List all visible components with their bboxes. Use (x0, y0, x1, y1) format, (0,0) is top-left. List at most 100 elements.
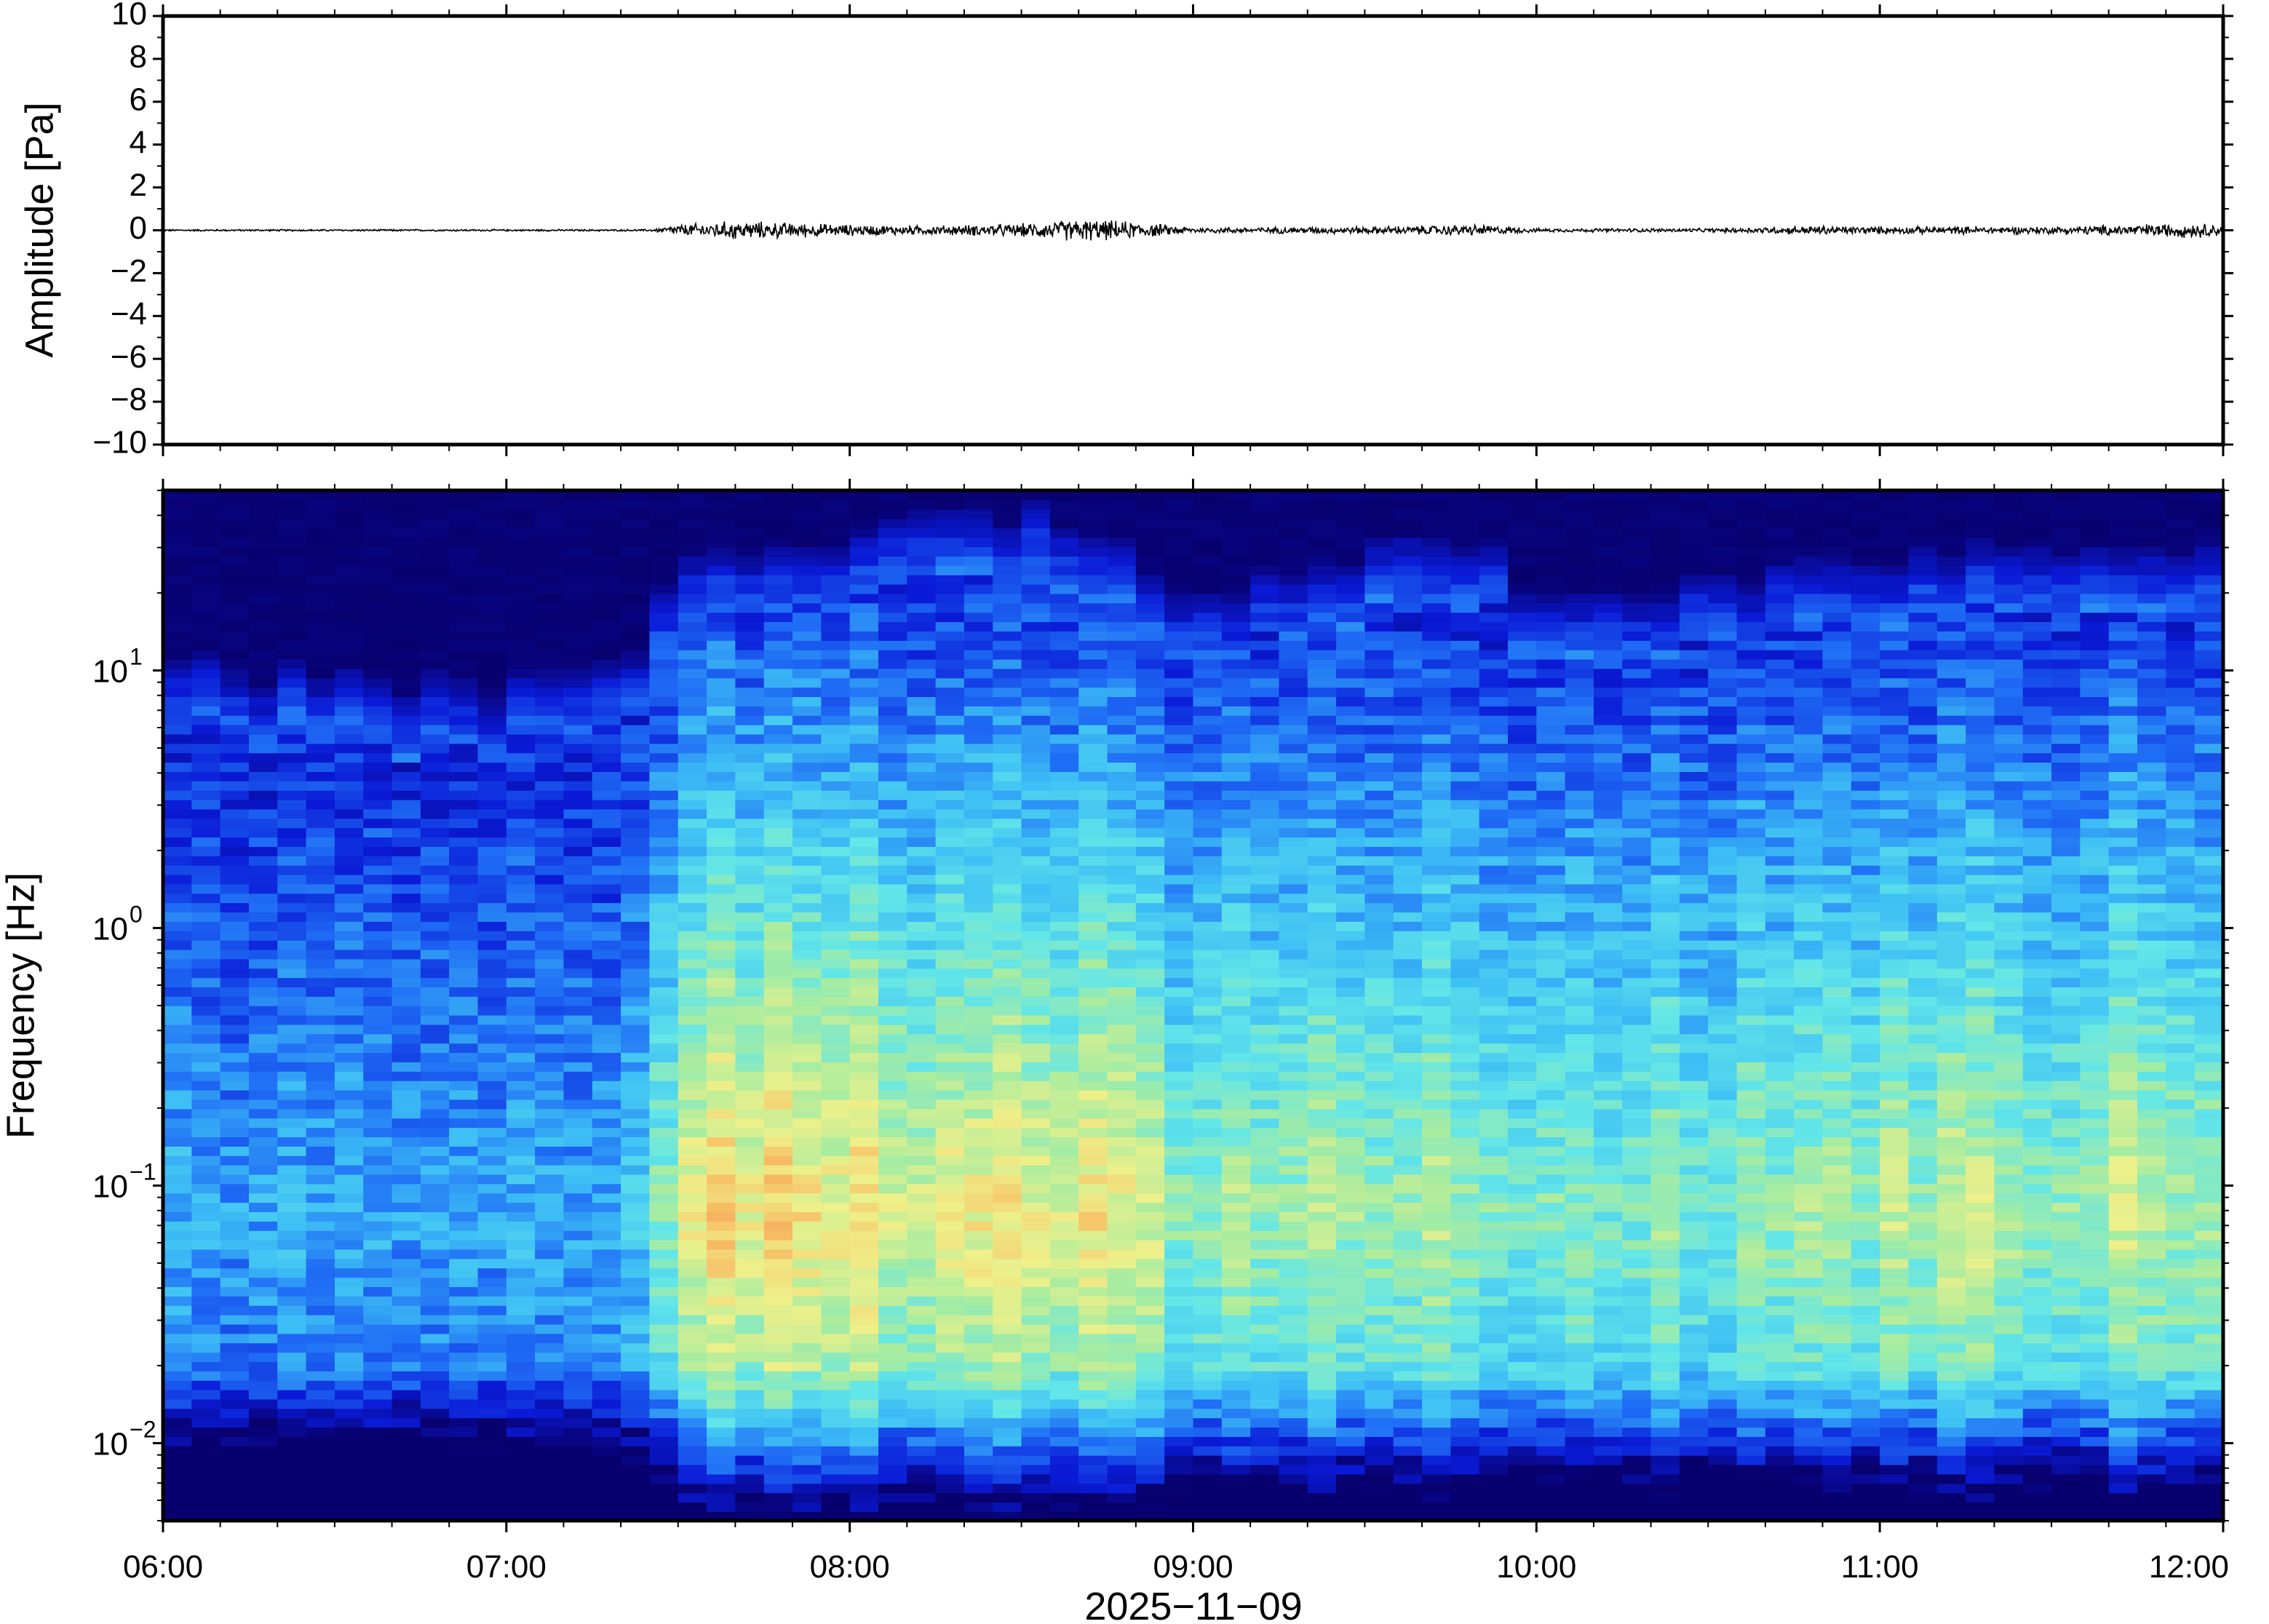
spectrogram-cell (1307, 921, 1337, 931)
spectrogram-cell (334, 574, 365, 585)
spectrogram-cell (1021, 528, 1051, 538)
spectrogram-cell (277, 912, 307, 922)
spectrogram-cell (1336, 1108, 1366, 1119)
spectrogram-cell (907, 1333, 937, 1344)
spectrogram-cell (477, 818, 507, 829)
spectrogram-cell (1049, 1174, 1080, 1185)
spectrogram-cell (563, 640, 593, 650)
spectrogram-cell (1364, 864, 1394, 875)
spectrogram-cell (535, 1296, 565, 1306)
spectrogram-cell (878, 1408, 908, 1419)
waveform-ytick-label: −2 (111, 253, 147, 289)
spectrogram-cell (191, 715, 221, 725)
spectrogram-cell (878, 1006, 908, 1016)
spectrogram-cell (1135, 537, 1165, 548)
spectrogram-cell (1221, 1155, 1251, 1166)
spectrogram-cell (1164, 1202, 1194, 1212)
spectrogram-cell (1107, 987, 1137, 997)
spectrogram-cell (535, 1408, 565, 1419)
spectrogram-cell (1078, 949, 1108, 960)
spectrogram-cell (1393, 808, 1423, 819)
spectrogram-cell (420, 1108, 450, 1119)
spectrogram-cell (993, 1230, 1022, 1241)
spectrogram-cell (163, 631, 193, 641)
spectrogram-cell (1049, 1427, 1080, 1437)
spectrogram-cell (1078, 856, 1108, 866)
spectrogram-cell (677, 518, 707, 529)
spectrogram-cell (191, 1436, 221, 1446)
spectrogram-cell (449, 1174, 479, 1185)
spectrogram-cell (1135, 724, 1165, 735)
spectrogram-cell (1164, 752, 1194, 763)
spectrogram-cell (220, 696, 250, 706)
spectrogram-cell (907, 1099, 937, 1110)
spectrogram-cell (792, 612, 822, 623)
spectrogram-cell (735, 1305, 765, 1315)
spectrogram-cell (707, 696, 736, 706)
spectrogram-cell (735, 518, 765, 529)
spectrogram-cell (1364, 677, 1394, 688)
spectrogram-cell (649, 706, 679, 716)
spectrogram-cell (792, 799, 822, 810)
spectrogram-cell (592, 958, 621, 969)
spectrogram-cell (449, 612, 479, 623)
spectrogram-cell (1049, 958, 1080, 969)
spectrogram-cell (1221, 1164, 1251, 1175)
spectrogram-cell (1364, 612, 1394, 623)
spectrogram-cell (392, 528, 421, 538)
spectrogram-cell (1221, 1230, 1251, 1241)
spectrogram-cell (849, 799, 879, 810)
spectrogram-cell (449, 874, 479, 885)
spectrogram-cell (563, 677, 593, 688)
spectrogram-cell (163, 977, 193, 988)
spectrogram-cell (220, 724, 250, 735)
waveform-ytick-label: 0 (130, 210, 147, 246)
spectrogram-cell (1193, 1277, 1223, 1287)
spectrogram-cell (1049, 921, 1080, 931)
spectrogram-cell (1250, 968, 1280, 979)
spectrogram-cell (449, 1043, 479, 1054)
spectrogram-cell (248, 968, 279, 979)
spectrogram-cell (163, 1155, 193, 1166)
spectrogram-cell (907, 1183, 937, 1194)
spectrogram-cell (592, 1221, 621, 1231)
spectrogram-cell (1021, 1193, 1051, 1203)
spectrogram-cell (277, 771, 307, 781)
spectrogram-cell (277, 1352, 307, 1362)
spectrogram-cell (306, 743, 335, 754)
spectrogram-cell (1336, 1164, 1366, 1175)
spectrogram-cell (306, 1155, 335, 1166)
spectrogram-cell (477, 977, 507, 988)
spectrogram-cell (1193, 556, 1223, 566)
spectrogram-cell (1364, 1137, 1394, 1147)
spectrogram-cell (878, 921, 908, 931)
spectrogram-cell (821, 1361, 851, 1372)
spectrogram-cell (277, 827, 307, 838)
spectrogram-cell (907, 1006, 937, 1016)
spectrogram-cell (735, 1352, 765, 1362)
spectrogram-cell (849, 1454, 879, 1465)
spectrogram-cell (1336, 1080, 1366, 1091)
spectrogram-cell (477, 931, 507, 941)
spectrogram-cell (993, 856, 1022, 866)
spectrogram-cell (220, 893, 250, 904)
spectrogram-cell (420, 1296, 450, 1306)
spectrogram-cell (649, 1174, 679, 1185)
spectrogram-cell (563, 1342, 593, 1353)
spectrogram-cell (392, 902, 421, 913)
spectrogram-cell (1049, 584, 1080, 594)
spectrogram-cell (277, 1511, 307, 1521)
spectrogram-cell (1364, 1108, 1394, 1119)
spectrogram-cell (592, 799, 621, 810)
spectrogram-cell (277, 1249, 307, 1259)
spectrogram-cell (306, 696, 335, 706)
spectrogram-cell (1164, 949, 1194, 960)
spectrogram-cell (763, 958, 793, 969)
spectrogram-cell (1364, 1258, 1394, 1269)
spectrogram-cell (935, 546, 965, 557)
spectrogram-cell (563, 1483, 593, 1494)
spectrogram-cell (220, 818, 250, 829)
spectrogram-cell (592, 1014, 621, 1025)
spectrogram-cell (935, 762, 965, 772)
spectrogram-cell (821, 912, 851, 922)
